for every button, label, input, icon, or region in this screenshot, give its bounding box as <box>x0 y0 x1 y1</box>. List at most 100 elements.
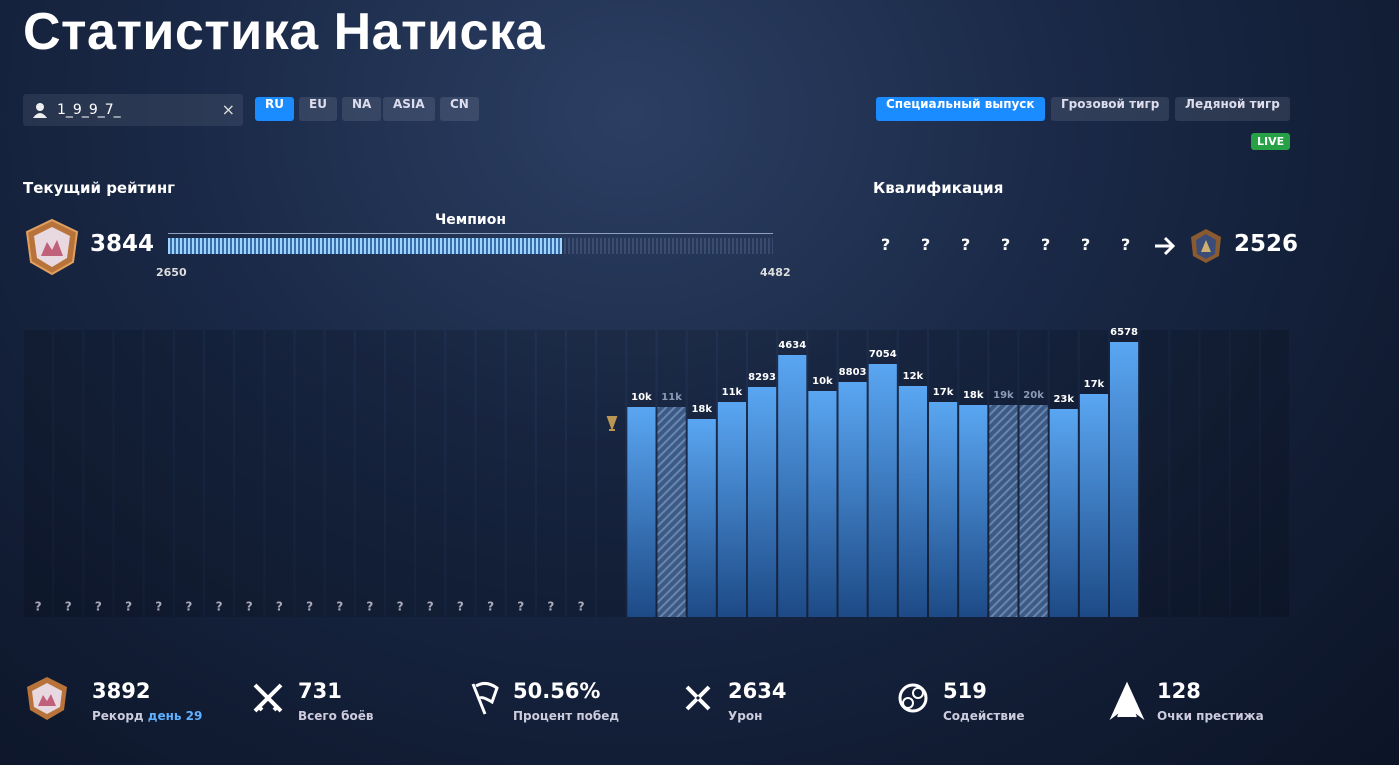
value-label: 17k <box>933 387 954 398</box>
stat-value: 731 <box>298 679 342 703</box>
value-label: 11k <box>661 392 682 403</box>
range-min: 2650 <box>156 266 187 279</box>
column-bg <box>265 330 294 617</box>
stat-label: Рекорд день 29 <box>92 709 203 723</box>
bar <box>838 382 867 617</box>
value-label: 8803 <box>839 367 867 378</box>
bar <box>748 387 777 617</box>
value-label: 10k <box>631 392 652 403</box>
range-max: 4482 <box>760 266 791 279</box>
stat-icons <box>27 677 1145 721</box>
value-label: ? <box>246 600 253 614</box>
column-bg <box>355 330 384 617</box>
stat-value: 128 <box>1157 679 1201 703</box>
column-bg <box>144 330 173 617</box>
bar <box>687 419 716 617</box>
qual-slot: ? <box>881 235 891 254</box>
stat-label: Всего боёв <box>298 709 374 723</box>
value-label: ? <box>547 600 554 614</box>
column-bg <box>114 330 143 617</box>
bar <box>778 355 807 617</box>
region-button[interactable]: RU <box>255 97 294 121</box>
value-label: 17k <box>1084 379 1105 390</box>
bar <box>627 407 656 617</box>
value-label: ? <box>35 600 42 614</box>
value-label: ? <box>276 600 283 614</box>
bar <box>1049 409 1078 617</box>
qual-slot: ? <box>1081 235 1091 254</box>
value-label: ? <box>427 600 434 614</box>
bar <box>808 391 837 617</box>
user-icon <box>33 103 47 118</box>
current-rating: 3844 <box>90 231 155 257</box>
stat-value: 50.56% <box>513 679 601 703</box>
arrow-icon <box>1155 236 1176 256</box>
value-label: 10k <box>812 376 833 387</box>
qual-slot: ? <box>921 235 931 254</box>
column-bg <box>1230 330 1259 617</box>
value-label: ? <box>487 600 494 614</box>
bar <box>1079 394 1108 617</box>
stat-label: Очки престижа <box>1157 709 1264 723</box>
search-box[interactable]: 1_9_9_7_ × <box>23 94 243 126</box>
value-label: 6578 <box>1110 327 1138 338</box>
value-label: 23k <box>1053 394 1074 405</box>
stat-label: Урон <box>728 709 763 723</box>
column-bg <box>386 330 415 617</box>
region-button[interactable]: NA <box>342 97 382 121</box>
section-label: Квалификация <box>873 179 1004 197</box>
column-bg <box>597 330 626 617</box>
bar <box>898 386 927 617</box>
rank-medal <box>25 218 79 276</box>
season-tab[interactable]: Специальный выпуск <box>876 97 1045 121</box>
stat-value: 2634 <box>728 679 787 703</box>
qualification-result: 2526 <box>1234 231 1299 257</box>
column-bg <box>1260 330 1289 617</box>
progress-line <box>168 233 773 234</box>
live-badge: LIVE <box>1251 133 1291 150</box>
value-label: ? <box>155 600 162 614</box>
value-label: 18k <box>963 390 984 401</box>
search-value: 1_9_9_7_ <box>57 102 121 118</box>
value-label: 8293 <box>748 372 776 383</box>
rating-chart: ?????????????????? ? 10k 11k 18k 11k 8293 4634 1… <box>24 327 1289 617</box>
value-label: 18k <box>691 404 712 415</box>
bar <box>959 405 988 617</box>
page-title: Статистика Натиска <box>23 3 545 61</box>
value-label: ? <box>366 600 373 614</box>
season-tab[interactable]: Ледяной тигр <box>1175 97 1290 121</box>
season-tab[interactable]: Грозовой тигр <box>1051 97 1170 121</box>
value-label: 7054 <box>869 349 897 360</box>
qual-medal <box>1191 229 1221 263</box>
region-button[interactable]: ASIA <box>383 97 435 121</box>
qual-slot: ? <box>1121 235 1131 254</box>
stat-label: Содействие <box>943 709 1025 723</box>
column-bg <box>325 330 354 617</box>
column-bg <box>506 330 535 617</box>
column-bg <box>536 330 565 617</box>
stat-value: 519 <box>943 679 987 703</box>
qual-slot: ? <box>1041 235 1051 254</box>
region-button[interactable]: EU <box>299 97 337 121</box>
column-bg <box>205 330 234 617</box>
value-label: 4634 <box>778 340 806 351</box>
column-bg <box>446 330 475 617</box>
clear-button[interactable]: × <box>221 100 235 119</box>
value-label: ? <box>125 600 132 614</box>
column-bg <box>24 330 53 617</box>
stat-value: 3892 <box>92 679 151 703</box>
value-label: ? <box>336 600 343 614</box>
qual-slot: ? <box>1001 235 1011 254</box>
value-label: ? <box>95 600 102 614</box>
section-label: Текущий рейтинг <box>23 179 176 197</box>
start-marker <box>606 416 618 431</box>
bar <box>657 407 686 617</box>
bar <box>1019 405 1048 617</box>
value-label: 20k <box>1023 390 1044 401</box>
value-label: 11k <box>722 387 743 398</box>
column-bg <box>235 330 264 617</box>
value-label: ? <box>306 600 313 614</box>
region-button[interactable]: CN <box>440 97 479 121</box>
